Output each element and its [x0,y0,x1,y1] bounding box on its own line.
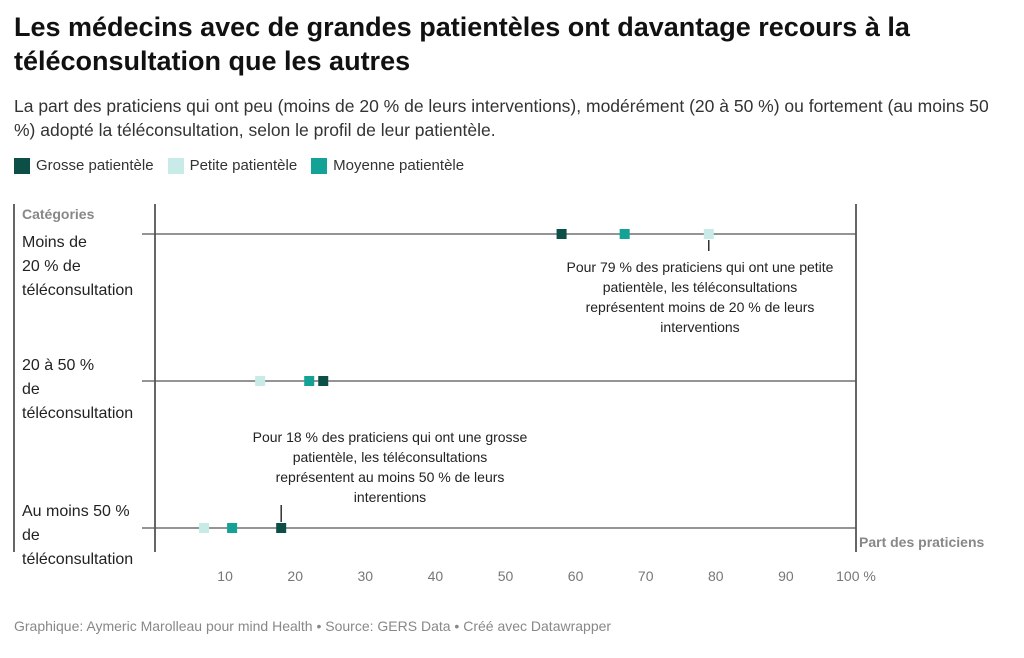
data-point [619,229,630,239]
footer-tool: Créé avec Datawrapper [463,618,612,634]
y-axis-label: Catégories [22,206,95,222]
legend-label: Grosse patientèle [36,157,154,174]
data-point [703,229,714,239]
x-axis-label: Part des praticiens [859,534,984,550]
category-label: de [22,381,40,398]
category-label: téléconsultation [22,282,133,299]
category-label: Moins de [22,234,87,251]
footer: Graphique: Aymeric Marolleau pour mind H… [14,618,611,634]
x-tick-label: 10 [217,568,233,584]
data-point [304,376,315,386]
dot-plot: Catégories Part des praticiens 10 20 30 40 50 6… [13,204,984,584]
legend-item-grosse[interactable]: Grosse patientèle [14,157,154,174]
category-label: téléconsultation [22,551,133,568]
category-label: Au moins 50 % [22,503,130,520]
x-tick-label: 30 [358,568,374,584]
x-tick-label: 70 [638,568,654,584]
data-point [199,523,210,533]
chart-title: Les médecins avec de grandes patientèles… [14,12,910,76]
footer-separator: • [450,618,464,634]
data-point [255,376,266,386]
legend-swatch [311,157,328,174]
x-tick-label: 40 [428,568,444,584]
legend: Grosse patientèle Petite patientèle Moye… [14,157,464,174]
legend-swatch [167,157,184,174]
annotation-text: représentent moins de 20 % de leurs [586,299,815,315]
legend-item-petite[interactable]: Petite patientèle [167,157,298,174]
x-tick-label: 90 [778,568,794,584]
data-point [556,229,567,239]
annotation-text: interentions [354,489,426,505]
annotation-text: patientèle, les téléconsultations [293,449,488,465]
data-point [227,523,238,533]
category-label: téléconsultation [22,405,133,422]
footer-source: Source: GERS Data [325,618,451,634]
chart-subtitle: La part des praticiens qui ont peu (moin… [14,96,989,140]
annotation-text: interventions [660,319,739,335]
x-tick-label: 80 [708,568,724,584]
category-label: 20 à 50 % [22,357,94,374]
legend-swatch [14,157,30,174]
annotation-text: patientèle, les téléconsultations [603,279,798,295]
category-label: 20 % de [22,258,81,275]
footer-separator: • [312,618,326,634]
x-tick-label: 20 [287,568,303,584]
x-tick-label: 50 [498,568,514,584]
category-label: de [22,527,40,544]
x-tick-label: 60 [568,568,584,584]
x-tick-label: 100 % [836,568,876,584]
legend-label: Moyenne patientèle [333,157,465,174]
data-point [318,376,329,386]
data-point [276,523,287,533]
footer-credit: Graphique: Aymeric Marolleau pour mind H… [14,618,313,634]
legend-item-moyenne[interactable]: Moyenne patientèle [311,157,464,174]
annotation-text: représentent au moins 50 % de leurs [276,469,505,485]
annotation-text: Pour 18 % des praticiens qui ont une gro… [253,429,528,445]
annotation-text: Pour 79 % des praticiens qui ont une pet… [567,259,834,275]
legend-label: Petite patientèle [189,157,298,174]
